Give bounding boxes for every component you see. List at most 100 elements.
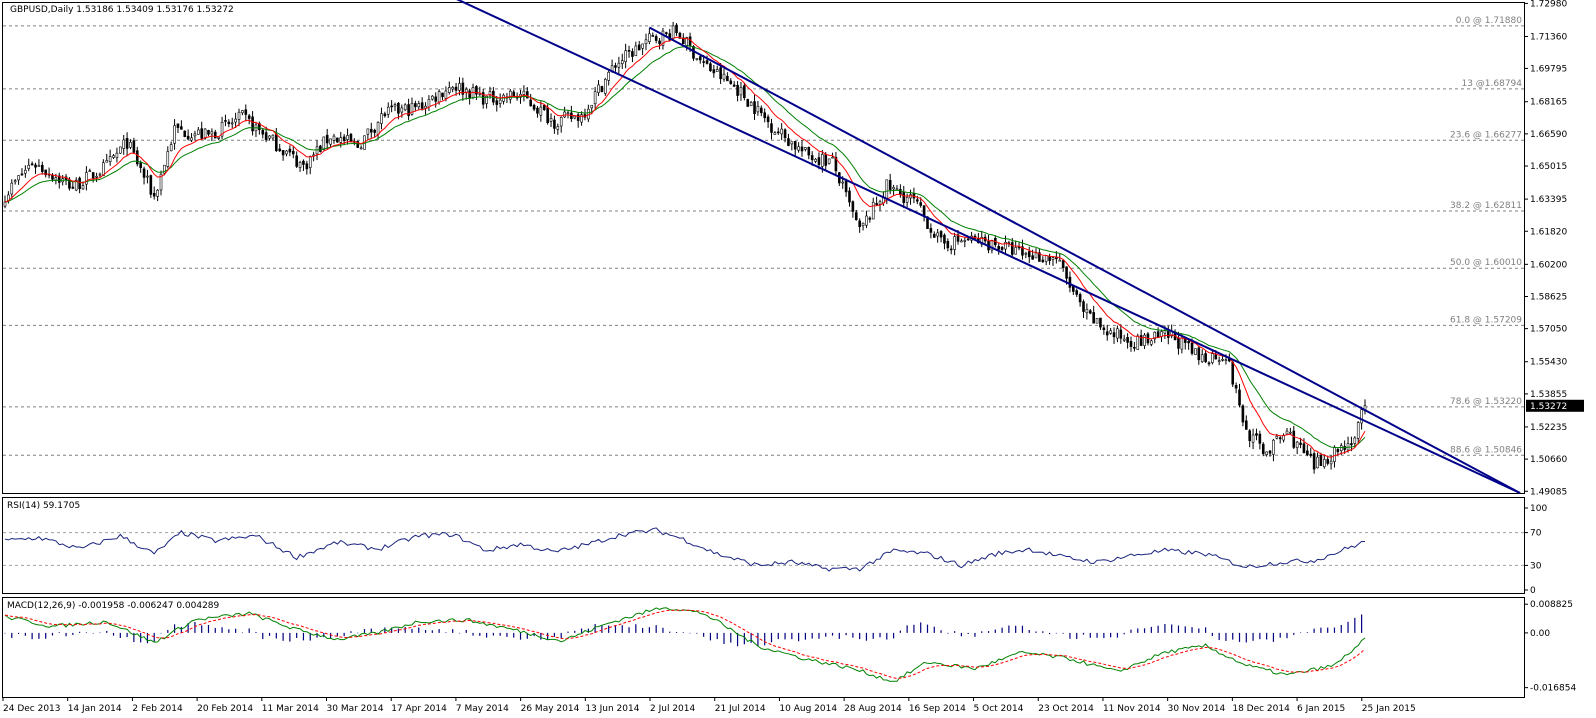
candle-body xyxy=(180,126,183,130)
candle-body xyxy=(1333,447,1336,462)
candle-body xyxy=(115,152,119,158)
macd-hist-bar xyxy=(377,632,379,634)
macd-hist-bar xyxy=(221,627,223,633)
candle-body xyxy=(536,107,539,114)
candle-body xyxy=(865,215,868,226)
macd-hist-bar xyxy=(1110,632,1112,638)
candle-body xyxy=(1116,328,1119,339)
candle-body xyxy=(549,118,553,122)
macd-hist-bar xyxy=(886,632,888,640)
macd-hist-bar xyxy=(696,632,698,634)
macd-hist-bar xyxy=(513,632,515,638)
candle-body xyxy=(417,103,421,108)
macd-hist-bar xyxy=(418,627,420,633)
macd-hist-bar xyxy=(214,627,216,633)
candle-body xyxy=(1044,255,1048,262)
candle-body xyxy=(695,58,699,60)
price-tick-label: 1.71360 xyxy=(1530,32,1567,42)
macd-hist-bar xyxy=(1177,625,1180,633)
candle-body xyxy=(298,162,302,168)
candle-body xyxy=(468,90,471,99)
candle-body xyxy=(437,91,441,103)
fib-level-label: 23.6 @ 1.66277 xyxy=(1450,130,1522,140)
candle-body xyxy=(1255,433,1258,436)
fib-level-label: 88.6 @ 1.50846 xyxy=(1450,445,1522,455)
candle-body xyxy=(563,111,566,118)
candle-body xyxy=(1048,256,1051,262)
date-tick-label: 13 Jun 2014 xyxy=(585,704,639,714)
candle-body xyxy=(736,84,739,96)
candle-body xyxy=(125,138,129,149)
macd-hist-bar xyxy=(72,632,74,635)
candle-body xyxy=(281,149,285,156)
candle-body xyxy=(451,87,454,90)
candle-body xyxy=(810,155,814,161)
candle-body xyxy=(1055,257,1058,260)
macd-hist-bar xyxy=(17,632,20,634)
macd-hist-bar xyxy=(621,625,623,633)
macd-hist-bar xyxy=(533,632,535,637)
candle-body xyxy=(617,62,621,68)
macd-hist-bar xyxy=(852,632,854,638)
candle-body xyxy=(173,125,176,144)
macd-hist-bar xyxy=(248,628,250,633)
candle-body xyxy=(960,240,963,243)
macd-hist-bar xyxy=(662,627,664,633)
macd-hist-bar xyxy=(1259,632,1261,640)
macd-signal-line xyxy=(4,609,1366,680)
date-tick-label: 17 Apr 2014 xyxy=(391,704,447,714)
candle-body xyxy=(271,134,275,139)
macd-hist-bar xyxy=(309,632,311,641)
macd-hist-bar xyxy=(892,632,895,639)
candle-body xyxy=(709,63,712,72)
candle-body xyxy=(1160,331,1163,337)
candle-body xyxy=(1143,334,1146,346)
macd-hist-bar xyxy=(906,625,908,633)
price-tick-label: 1.72980 xyxy=(1530,0,1567,9)
macd-hist-bar xyxy=(1184,626,1186,633)
macd-hist-bar xyxy=(831,632,834,636)
candle-body xyxy=(220,121,224,137)
candle-body xyxy=(848,190,851,203)
candle-body xyxy=(1217,360,1221,362)
candle-body xyxy=(152,192,156,197)
macd-hist-bar xyxy=(160,632,162,634)
macd-hist-bar xyxy=(872,632,874,639)
macd-hist-bar xyxy=(933,626,935,633)
macd-hist-bar xyxy=(1333,627,1336,633)
candle-body xyxy=(420,102,424,109)
macd-hist-bar xyxy=(587,628,589,633)
candle-body xyxy=(441,92,444,98)
candle-body xyxy=(71,186,75,189)
macd-hist-bar xyxy=(1130,629,1132,633)
candle-body xyxy=(946,240,950,249)
price-panel-frame xyxy=(2,2,1525,494)
candle-body xyxy=(359,147,363,150)
candle-body xyxy=(1285,430,1289,435)
candle-body xyxy=(821,154,824,167)
macd-tick-label: 0.00 xyxy=(1530,629,1550,639)
candle-body xyxy=(119,146,122,154)
candle-body xyxy=(1272,439,1275,455)
candle-body xyxy=(454,86,458,91)
candle-body xyxy=(1095,318,1099,324)
candle-body xyxy=(875,203,878,206)
candle-body xyxy=(105,160,109,163)
macd-hist-bar xyxy=(1198,628,1200,633)
candle-body xyxy=(841,181,845,184)
candle-body xyxy=(74,179,78,191)
candle-body xyxy=(403,104,407,111)
candle-body xyxy=(98,173,102,176)
macd-hist-bar xyxy=(424,630,427,633)
candle-body xyxy=(529,99,532,107)
date-tick-label: 5 Oct 2014 xyxy=(974,704,1024,714)
date-tick-label: 24 Dec 2013 xyxy=(3,704,61,714)
macd-hist-bar xyxy=(730,632,732,643)
candle-body xyxy=(1180,337,1184,350)
candle-body xyxy=(285,150,288,155)
macd-hist-bar xyxy=(1008,625,1010,633)
macd-hist-bar xyxy=(282,632,284,641)
macd-hist-bar xyxy=(479,632,481,636)
candle-body xyxy=(522,90,526,95)
